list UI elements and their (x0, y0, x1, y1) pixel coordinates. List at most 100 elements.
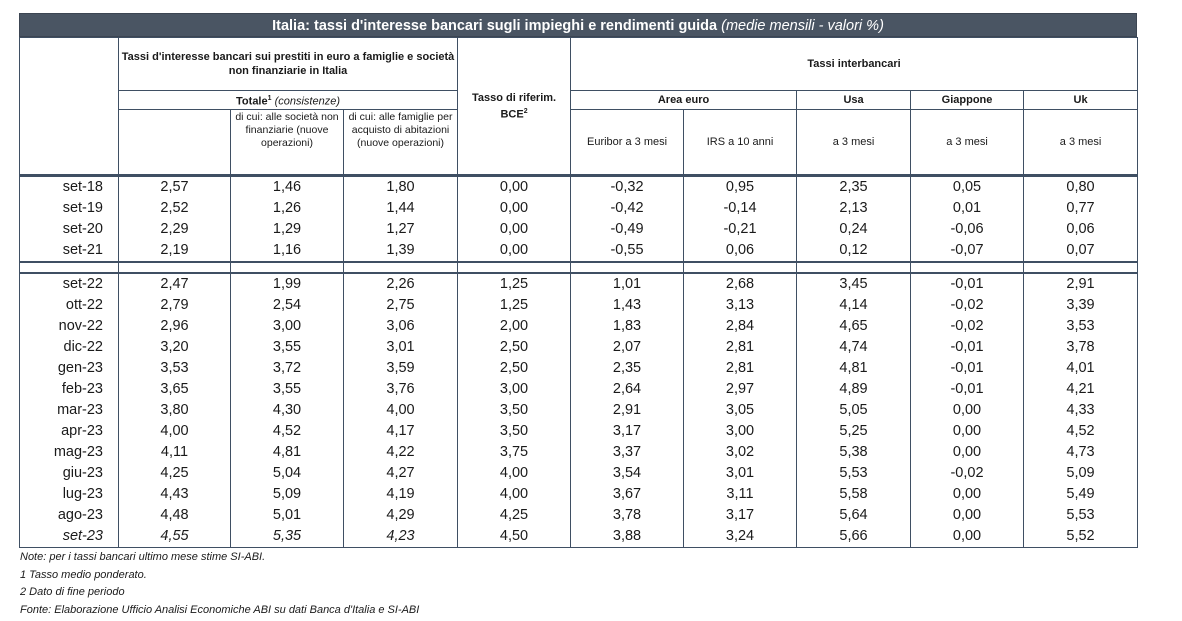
row-value: 3,39 (1023, 295, 1138, 316)
row-value: 5,49 (1023, 484, 1138, 505)
header-usa: Usa (796, 90, 912, 110)
row-value: 5,05 (796, 400, 911, 421)
row-value: 2,91 (570, 400, 684, 421)
row-value: 3,02 (683, 442, 797, 463)
row-value: 3,55 (230, 337, 344, 358)
row-value: 3,00 (457, 379, 571, 400)
row-value: -0,06 (910, 219, 1024, 240)
row-value: 5,09 (1023, 463, 1138, 484)
table-row: gen-23 3,53 3,72 3,59 2,50 2,35 2,81 4,81 -0,01 4… (19, 358, 1138, 379)
row-value: 2,47 (118, 273, 231, 295)
row-value: 2,29 (118, 219, 231, 240)
row-value: 1,25 (457, 273, 571, 295)
header-bce-sup: 2 (523, 107, 528, 115)
row-value: 2,50 (457, 358, 571, 379)
row-value: 3,54 (570, 463, 684, 484)
row-value: 3,55 (230, 379, 344, 400)
row-value: 0,00 (457, 240, 571, 262)
row-value: 0,24 (796, 219, 911, 240)
row-value: 2,75 (343, 295, 458, 316)
header-irs: IRS a 10 anni (683, 109, 798, 175)
row-value: 4,27 (343, 463, 458, 484)
row-period: apr-23 (19, 421, 119, 442)
separator-cell (683, 261, 797, 274)
row-value: 4,25 (118, 463, 231, 484)
row-value: 2,97 (683, 379, 797, 400)
row-value: 4,33 (1023, 400, 1138, 421)
row-value: 3,00 (683, 421, 797, 442)
row-value: 3,65 (118, 379, 231, 400)
row-value: 4,81 (230, 442, 344, 463)
row-value: 2,84 (683, 316, 797, 337)
table-title-main: Italia: tassi d'interesse bancari sugli … (272, 18, 718, 34)
header-totale-label: Totale (236, 95, 268, 108)
table-row: set-20 2,29 1,29 1,27 0,00 -0,49 -0,21 0,24 -0,0… (19, 219, 1138, 240)
row-value: 0,00 (457, 175, 571, 198)
header-uk: Uk (1023, 90, 1139, 110)
note-line: 2 Dato di fine periodo (20, 586, 125, 598)
header-usa-sub: a 3 mesi (796, 109, 912, 175)
row-value: 2,00 (457, 316, 571, 337)
row-value: 4,30 (230, 400, 344, 421)
table-row: dic-22 3,20 3,55 3,01 2,50 2,07 2,81 4,74 -0,01 3… (19, 337, 1138, 358)
row-value: 4,22 (343, 442, 458, 463)
row-value: 3,78 (570, 505, 684, 526)
section-separator (19, 261, 1138, 274)
row-value: 3,01 (683, 463, 797, 484)
row-value: 5,52 (1023, 526, 1138, 548)
row-period: feb-23 (19, 379, 119, 400)
row-value: 3,05 (683, 400, 797, 421)
row-value: 4,52 (1023, 421, 1138, 442)
row-value: 4,48 (118, 505, 231, 526)
row-value: 5,35 (230, 526, 344, 548)
table-row: set-23 4,55 5,35 4,23 4,50 3,88 3,24 5,66 0,00 5,… (19, 526, 1138, 548)
separator-cell (230, 261, 344, 274)
row-value: 1,99 (230, 273, 344, 295)
header-giappone: Giappone (910, 90, 1025, 110)
row-value: 0,80 (1023, 175, 1138, 198)
row-value: 4,52 (230, 421, 344, 442)
note-line: 1 Tasso medio ponderato. (20, 568, 147, 581)
row-value: 3,17 (570, 421, 684, 442)
row-value: 1,16 (230, 240, 344, 262)
row-value: 4,89 (796, 379, 911, 400)
row-value: 4,73 (1023, 442, 1138, 463)
table-notes: Note: per i tassi bancari ultimo mese st… (20, 549, 419, 619)
row-period: giu-23 (19, 463, 119, 484)
header-giappone-sub: a 3 mesi (910, 109, 1025, 175)
header-bank-rates-group: Tassi d'interesse bancari sui prestiti i… (117, 37, 459, 91)
row-value: 3,78 (1023, 337, 1138, 358)
note-line: Fonte: Elaborazione Ufficio Analisi Econ… (20, 603, 420, 616)
row-value: 2,35 (796, 175, 911, 198)
row-value: 0,00 (910, 442, 1024, 463)
row-value: 1,83 (570, 316, 684, 337)
row-value: 1,44 (343, 198, 458, 219)
row-value: 0,00 (910, 505, 1024, 526)
row-value: 3,50 (457, 421, 571, 442)
table-body: set-18 2,57 1,46 1,80 0,00 -0,32 0,95 2,35 0,05 0… (19, 175, 1138, 548)
table-row: mag-23 4,11 4,81 4,22 3,75 3,37 3,02 5,38 0,00 4,… (19, 442, 1138, 463)
note-line: Note: per i tassi bancari ultimo mese st… (20, 551, 266, 563)
row-period: set-21 (19, 240, 119, 262)
header-societa: di cui: alle società non finanziarie (nu… (230, 109, 344, 175)
row-value: 2,13 (796, 198, 911, 219)
row-value: 3,06 (343, 316, 458, 337)
row-value: 5,01 (230, 505, 344, 526)
row-period: nov-22 (19, 316, 119, 337)
table-row: giu-23 4,25 5,04 4,27 4,00 3,54 3,01 5,53 -0,02 5… (19, 463, 1138, 484)
row-value: 3,01 (343, 337, 458, 358)
header-bce-label: Tasso di riferim. BCE (471, 91, 557, 121)
row-value: 5,53 (1023, 505, 1138, 526)
row-value: 2,19 (118, 240, 231, 262)
row-value: 1,46 (230, 175, 344, 198)
row-value: 2,64 (570, 379, 684, 400)
row-value: 4,65 (796, 316, 911, 337)
row-value: 4,14 (796, 295, 911, 316)
row-value: 1,39 (343, 240, 458, 262)
row-value: 1,26 (230, 198, 344, 219)
row-value: 1,25 (457, 295, 571, 316)
row-value: 3,75 (457, 442, 571, 463)
row-value: 2,79 (118, 295, 231, 316)
row-value: 0,12 (796, 240, 911, 262)
row-value: 4,74 (796, 337, 911, 358)
